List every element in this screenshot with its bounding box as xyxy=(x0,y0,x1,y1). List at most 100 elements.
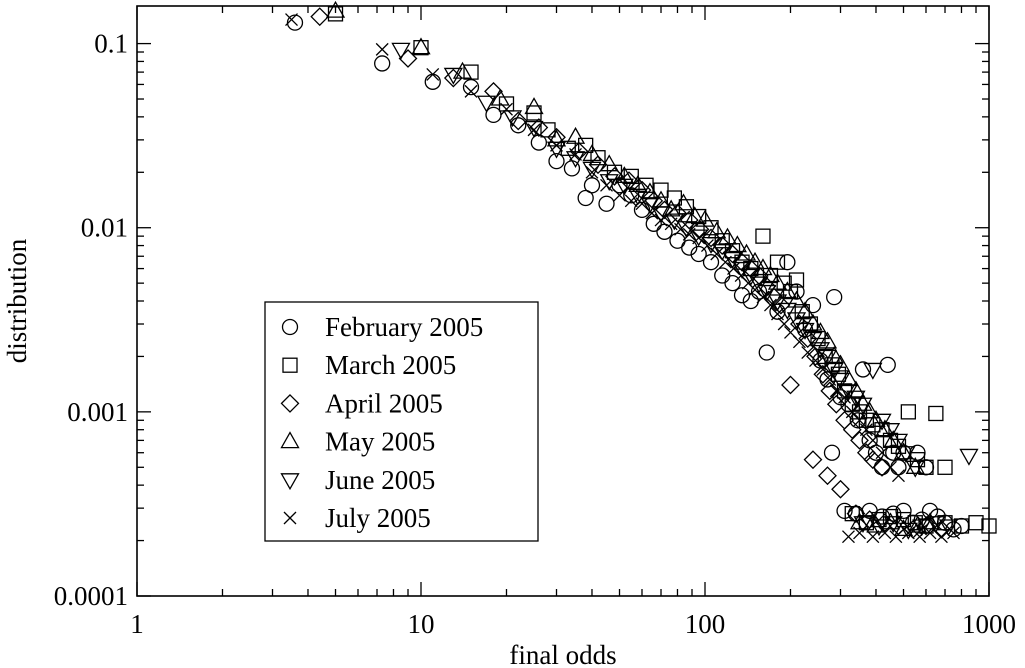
legend: February 2005 March 2005 April 2005 May 200… xyxy=(264,301,539,542)
data-point xyxy=(823,444,841,461)
y-axis-label: distribution xyxy=(2,238,32,363)
data-points xyxy=(285,0,997,544)
data-point xyxy=(928,405,944,422)
data-point xyxy=(896,446,916,464)
data-point xyxy=(585,165,599,179)
data-point xyxy=(702,254,720,271)
legend-label: February 2005 xyxy=(325,312,483,342)
data-point xyxy=(777,281,797,299)
data-point xyxy=(809,354,822,367)
data-point xyxy=(831,479,850,499)
data-point xyxy=(590,150,606,166)
data-point xyxy=(374,55,391,72)
data-point xyxy=(850,430,869,450)
data-point xyxy=(817,331,838,349)
data-point xyxy=(882,432,899,449)
legend-item: March 2005 xyxy=(282,350,456,380)
data-point xyxy=(664,217,678,231)
data-point xyxy=(413,40,429,56)
data-point xyxy=(823,372,837,386)
legend-label: March 2005 xyxy=(325,350,456,380)
data-point xyxy=(892,469,905,483)
legend-marker xyxy=(283,511,297,525)
data-point xyxy=(285,13,298,27)
data-point xyxy=(932,519,951,539)
data-point xyxy=(717,227,738,245)
data-point xyxy=(577,189,594,207)
data-point xyxy=(947,526,960,540)
data-point xyxy=(679,210,699,230)
data-point xyxy=(854,361,872,378)
data-point xyxy=(981,518,997,534)
data-point xyxy=(818,466,837,486)
data-point xyxy=(628,188,648,206)
data-point xyxy=(613,188,626,202)
data-point xyxy=(764,287,784,307)
data-point xyxy=(310,7,330,27)
data-point xyxy=(624,194,638,208)
data-point xyxy=(749,266,769,285)
data-point xyxy=(582,161,602,179)
data-point xyxy=(866,515,886,533)
data-point xyxy=(803,331,823,349)
legend-item: April 2005 xyxy=(280,388,443,418)
data-point xyxy=(934,530,948,544)
data-point xyxy=(600,178,613,192)
data-point xyxy=(838,384,859,402)
data-point xyxy=(907,515,928,533)
data-point xyxy=(842,530,855,544)
y-tick-label: 0.0001 xyxy=(54,581,128,611)
series-triangle-up xyxy=(325,0,940,537)
x-axis-label: final odds xyxy=(509,640,616,668)
data-point xyxy=(937,459,953,475)
data-point xyxy=(816,362,830,376)
data-point xyxy=(905,456,925,474)
data-point xyxy=(745,251,765,269)
x-tick-label: 100 xyxy=(685,609,726,639)
data-point xyxy=(674,222,687,236)
legend-marker xyxy=(280,473,300,491)
data-point xyxy=(905,460,925,478)
data-point xyxy=(777,302,797,320)
legend-marker xyxy=(280,393,300,413)
data-point xyxy=(853,516,873,534)
y-tick-label: 0.01 xyxy=(81,213,128,243)
data-point xyxy=(550,138,563,152)
data-point xyxy=(872,413,892,431)
data-point xyxy=(795,301,815,319)
data-point xyxy=(758,344,775,361)
data-point xyxy=(375,42,389,56)
data-point xyxy=(779,254,796,271)
data-point xyxy=(565,126,586,144)
data-point xyxy=(901,526,915,540)
data-point xyxy=(724,275,741,292)
data-point xyxy=(898,522,918,540)
legend-item: February 2005 xyxy=(281,312,483,342)
data-point xyxy=(846,380,866,398)
data-point xyxy=(836,502,853,520)
data-point xyxy=(614,166,634,184)
data-point xyxy=(673,193,694,211)
data-point xyxy=(866,530,880,544)
data-point xyxy=(640,197,660,215)
data-point xyxy=(548,152,565,170)
data-point xyxy=(826,288,843,306)
data-point xyxy=(817,349,838,367)
data-point xyxy=(842,420,862,440)
legend-label: July 2005 xyxy=(325,503,431,533)
data-point xyxy=(866,409,886,427)
data-point xyxy=(736,243,757,261)
data-point xyxy=(888,433,909,451)
x-tick-label: 10 xyxy=(408,609,435,639)
y-tick-label: 0.1 xyxy=(94,29,128,59)
data-point xyxy=(443,68,463,88)
data-point xyxy=(789,314,809,334)
data-point xyxy=(782,283,799,300)
series-cross xyxy=(285,13,960,544)
legend-item: June 2005 xyxy=(280,465,435,495)
data-point xyxy=(645,215,662,232)
data-point xyxy=(923,526,937,540)
data-point xyxy=(529,118,549,137)
data-point xyxy=(830,372,851,390)
axis-tick-labels: 1 10 100 1000 0.0001 0.001 0.01 0.1 xyxy=(54,29,1016,639)
